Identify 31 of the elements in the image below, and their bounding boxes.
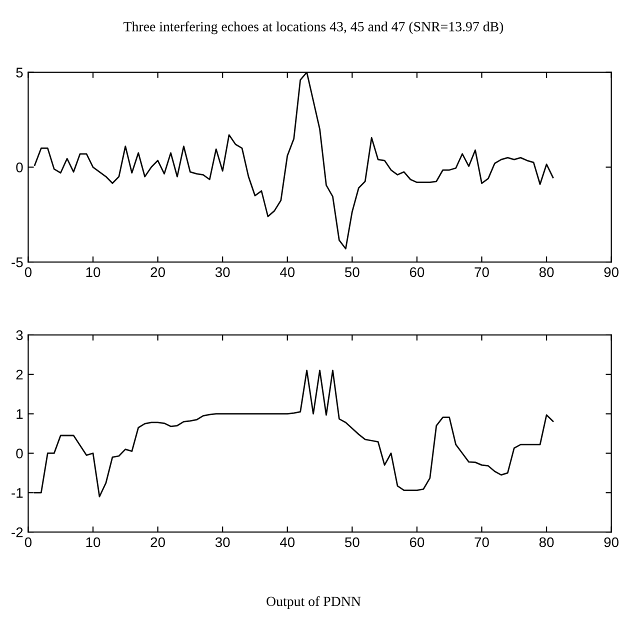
x-tick-label: 70	[474, 537, 489, 548]
x-tick-label: 60	[410, 267, 424, 278]
x-tick-label: 40	[280, 267, 295, 278]
x-tick-label: 70	[474, 267, 489, 278]
x-tick-label: 50	[344, 537, 360, 548]
x-tick-label: 10	[86, 267, 100, 278]
x-tick-label: 30	[215, 267, 230, 278]
x-tick-label: 0	[24, 537, 32, 548]
x-tick-label: 10	[86, 537, 100, 548]
y-tick-label: -1	[12, 488, 23, 498]
x-tick-label: 20	[150, 537, 165, 548]
x-tick-label: 40	[280, 537, 295, 548]
y-tick-label: 2	[16, 370, 23, 380]
text: Output of PDNN	[266, 596, 361, 609]
y-tick-label: 0	[16, 448, 23, 458]
y-tick-label: -2	[12, 527, 23, 538]
x-tick-label: 30	[215, 537, 230, 548]
y-tick-label: -5	[12, 258, 23, 268]
x-tick-label: 90	[604, 267, 619, 278]
y-tick-label: 0	[16, 162, 23, 172]
x-tick-label: 90	[604, 537, 619, 548]
y-tick-label: 5	[16, 68, 23, 78]
x-tick-label: 20	[150, 267, 165, 278]
x-tick-label: 80	[539, 267, 554, 278]
x-tick-label: 0	[24, 267, 32, 278]
x-tick-label: 80	[539, 537, 554, 548]
x-tick-label: 50	[344, 267, 360, 278]
chart-title: Three interfering echoes at locations 43, 45 and 47 (SNR=13.97 dB)	[124, 21, 504, 34]
x-tick-label: 60	[410, 537, 424, 548]
y-tick-label: 3	[16, 330, 23, 340]
y-tick-label: 1	[16, 409, 23, 419]
